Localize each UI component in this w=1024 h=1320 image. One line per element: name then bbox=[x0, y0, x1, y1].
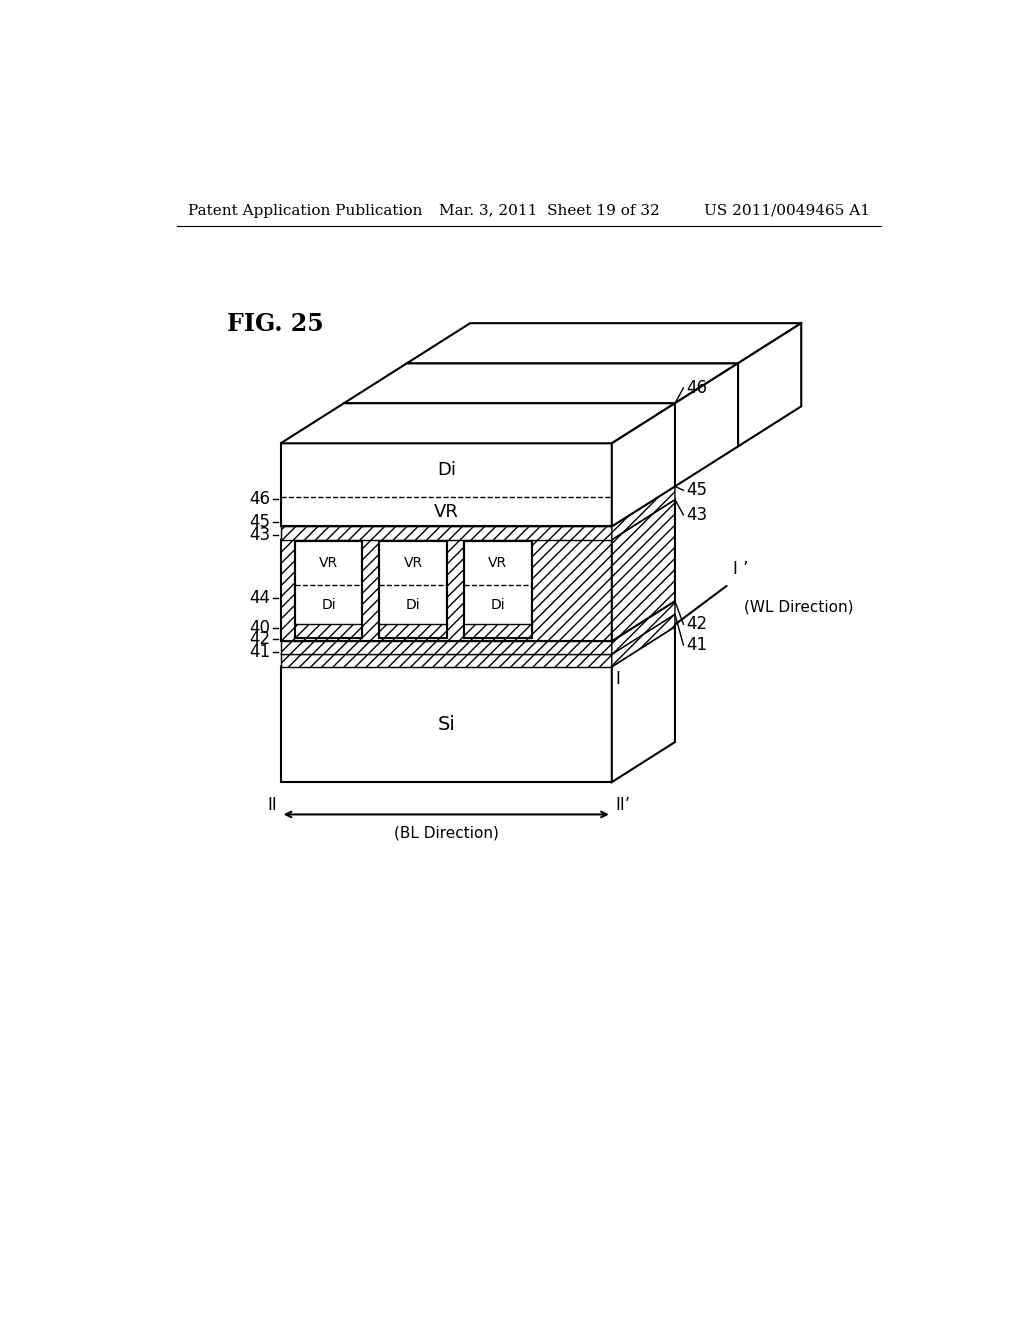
Text: VR: VR bbox=[434, 503, 459, 521]
Polygon shape bbox=[281, 540, 611, 642]
Text: 43: 43 bbox=[686, 506, 708, 524]
Polygon shape bbox=[281, 527, 611, 540]
Polygon shape bbox=[344, 404, 675, 487]
Polygon shape bbox=[611, 601, 675, 655]
Text: Mar. 3, 2011  Sheet 19 of 32: Mar. 3, 2011 Sheet 19 of 32 bbox=[438, 203, 659, 218]
Text: I ’: I ’ bbox=[733, 560, 749, 578]
Text: 44: 44 bbox=[249, 589, 270, 607]
Text: II: II bbox=[267, 796, 276, 814]
Polygon shape bbox=[611, 499, 675, 642]
Text: 42: 42 bbox=[686, 615, 708, 634]
Polygon shape bbox=[281, 655, 611, 667]
Text: Patent Application Publication: Patent Application Publication bbox=[188, 203, 423, 218]
Bar bbox=[464, 541, 531, 638]
Polygon shape bbox=[281, 614, 675, 655]
Text: 45: 45 bbox=[249, 513, 270, 531]
Text: 46: 46 bbox=[249, 490, 270, 508]
Text: US 2011/0049465 A1: US 2011/0049465 A1 bbox=[703, 203, 869, 218]
Polygon shape bbox=[281, 404, 675, 444]
Text: FIG. 25: FIG. 25 bbox=[226, 312, 324, 337]
Text: Di: Di bbox=[406, 598, 421, 611]
Text: 41: 41 bbox=[249, 643, 270, 661]
Text: (WL Direction): (WL Direction) bbox=[744, 599, 854, 615]
Text: 46: 46 bbox=[686, 379, 708, 397]
Polygon shape bbox=[611, 614, 675, 667]
Polygon shape bbox=[344, 363, 738, 404]
Polygon shape bbox=[611, 627, 675, 781]
Polygon shape bbox=[281, 667, 611, 781]
Polygon shape bbox=[281, 487, 675, 527]
Polygon shape bbox=[281, 601, 675, 642]
Text: 41: 41 bbox=[686, 636, 708, 653]
Text: VR: VR bbox=[318, 556, 338, 570]
Text: 42: 42 bbox=[249, 630, 270, 648]
Bar bbox=[379, 541, 447, 638]
Polygon shape bbox=[611, 487, 675, 540]
Polygon shape bbox=[281, 642, 611, 655]
Text: VR: VR bbox=[403, 556, 423, 570]
Text: Di: Di bbox=[322, 598, 336, 611]
Polygon shape bbox=[611, 404, 675, 527]
Text: VR: VR bbox=[488, 556, 508, 570]
Polygon shape bbox=[281, 499, 675, 540]
Text: Di: Di bbox=[490, 598, 505, 611]
Text: 45: 45 bbox=[686, 482, 708, 499]
Polygon shape bbox=[407, 323, 801, 363]
Polygon shape bbox=[281, 444, 611, 527]
Text: II’: II’ bbox=[615, 796, 631, 814]
Polygon shape bbox=[738, 323, 801, 446]
Text: (BL Direction): (BL Direction) bbox=[394, 825, 499, 841]
Bar bbox=[295, 624, 362, 638]
Polygon shape bbox=[281, 627, 675, 667]
Text: I: I bbox=[615, 671, 621, 689]
Text: Si: Si bbox=[437, 715, 456, 734]
Bar bbox=[464, 624, 531, 638]
Polygon shape bbox=[675, 363, 738, 487]
Bar bbox=[379, 624, 447, 638]
Text: 43: 43 bbox=[249, 525, 270, 544]
Bar bbox=[295, 541, 362, 638]
Polygon shape bbox=[407, 363, 738, 446]
Text: 40: 40 bbox=[249, 619, 270, 638]
Text: Di: Di bbox=[437, 461, 456, 479]
